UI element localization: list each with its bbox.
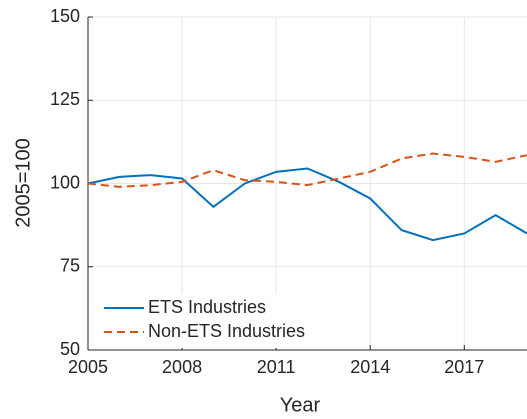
x-tick-label: 2014 bbox=[350, 357, 390, 377]
x-axis-label: Year bbox=[280, 394, 321, 416]
x-tick-label: 2008 bbox=[162, 357, 202, 377]
y-tick-label: 150 bbox=[50, 6, 80, 26]
y-tick-label: 50 bbox=[60, 339, 80, 359]
legend-label: Non-ETS Industries bbox=[148, 321, 305, 341]
data-line bbox=[87, 167, 527, 242]
y-tick-label: 100 bbox=[50, 172, 80, 192]
y-axis-label: 2005=100 bbox=[12, 138, 34, 228]
x-tick-label: 2005 bbox=[68, 357, 108, 377]
y-tick-label: 125 bbox=[50, 89, 80, 109]
y-tick-label: 75 bbox=[60, 256, 80, 276]
legend-label: ETS Industries bbox=[148, 297, 266, 317]
x-tick-label: 2017 bbox=[444, 357, 484, 377]
data-line bbox=[87, 152, 527, 188]
legend-box bbox=[92, 294, 342, 348]
x-tick-label: 2011 bbox=[257, 357, 296, 377]
